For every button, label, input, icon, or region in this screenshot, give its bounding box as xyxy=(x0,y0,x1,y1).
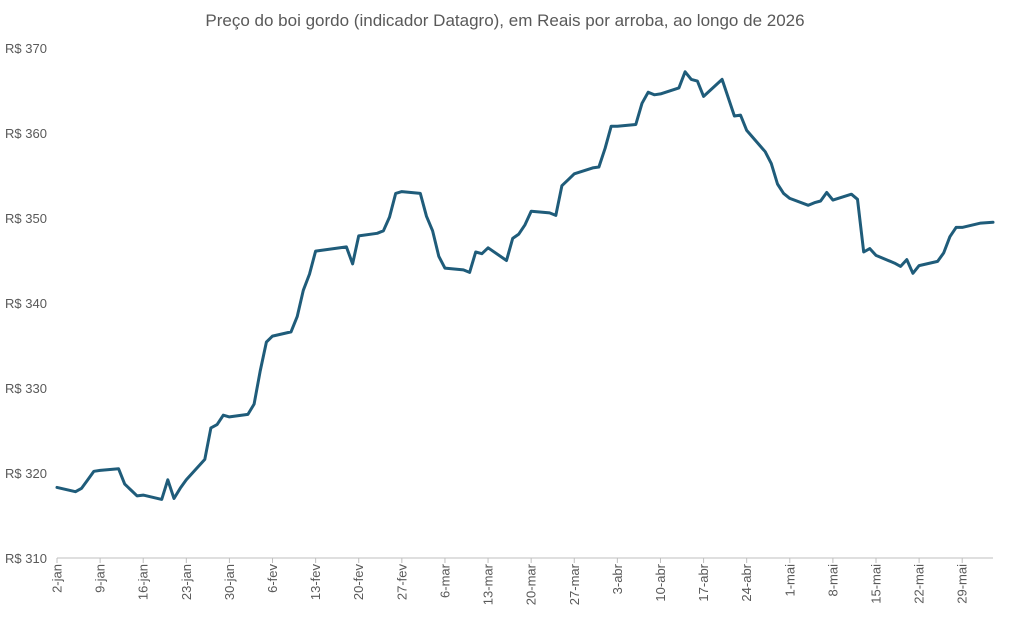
x-tick-label: 6-mar xyxy=(437,563,452,598)
x-tick-label: 13-mar xyxy=(481,563,496,605)
x-tick-label: 24-abr xyxy=(739,563,754,601)
y-tick-label: R$ 360 xyxy=(5,126,47,141)
x-tick-label: 10-abr xyxy=(653,563,668,601)
y-tick-label: R$ 370 xyxy=(5,41,47,56)
x-tick-label: 20-mar xyxy=(524,563,539,605)
y-tick-label: R$ 320 xyxy=(5,466,47,481)
x-tick-label: 13-fev xyxy=(308,564,323,601)
x-axis-ticks xyxy=(56,558,963,563)
x-tick-label: 16-jan xyxy=(136,564,151,600)
x-tick-label: 27-fev xyxy=(394,564,409,601)
x-tick-label: 27-mar xyxy=(567,563,582,605)
x-tick-label: 30-jan xyxy=(222,564,237,600)
price-series-line xyxy=(55,70,995,501)
x-tick-label: 17-abr xyxy=(696,563,711,601)
chart-title: Preço do boi gordo (indicador Datagro), … xyxy=(205,11,804,30)
y-axis-labels: R$ 310 R$ 320 R$ 330 R$ 340 R$ 350 R$ 360 R$ 3… xyxy=(5,41,47,566)
x-tick-label: 9-jan xyxy=(93,564,108,593)
x-tick-label: 29-mai xyxy=(955,564,970,604)
y-tick-label: R$ 340 xyxy=(5,296,47,311)
x-tick-label: 2-jan xyxy=(50,564,65,593)
x-tick-label: 6-fev xyxy=(265,564,280,593)
y-tick-label: R$ 350 xyxy=(5,211,47,226)
x-tick-label: 15-mai xyxy=(869,564,884,604)
x-tick-label: 3-abr xyxy=(610,563,625,594)
x-tick-label: 8-mai xyxy=(825,564,840,597)
x-axis-labels: 2-jan 9-jan 16-jan 23-jan 30-jan 6-fev 13-fev 2… xyxy=(50,563,970,605)
x-tick-label: 22-mai xyxy=(912,564,927,604)
x-tick-label: 20-fev xyxy=(351,564,366,601)
y-tick-label: R$ 310 xyxy=(5,551,47,566)
x-tick-label: 1-mai xyxy=(782,564,797,597)
x-tick-label: 23-jan xyxy=(179,564,194,600)
y-tick-label: R$ 330 xyxy=(5,381,47,396)
